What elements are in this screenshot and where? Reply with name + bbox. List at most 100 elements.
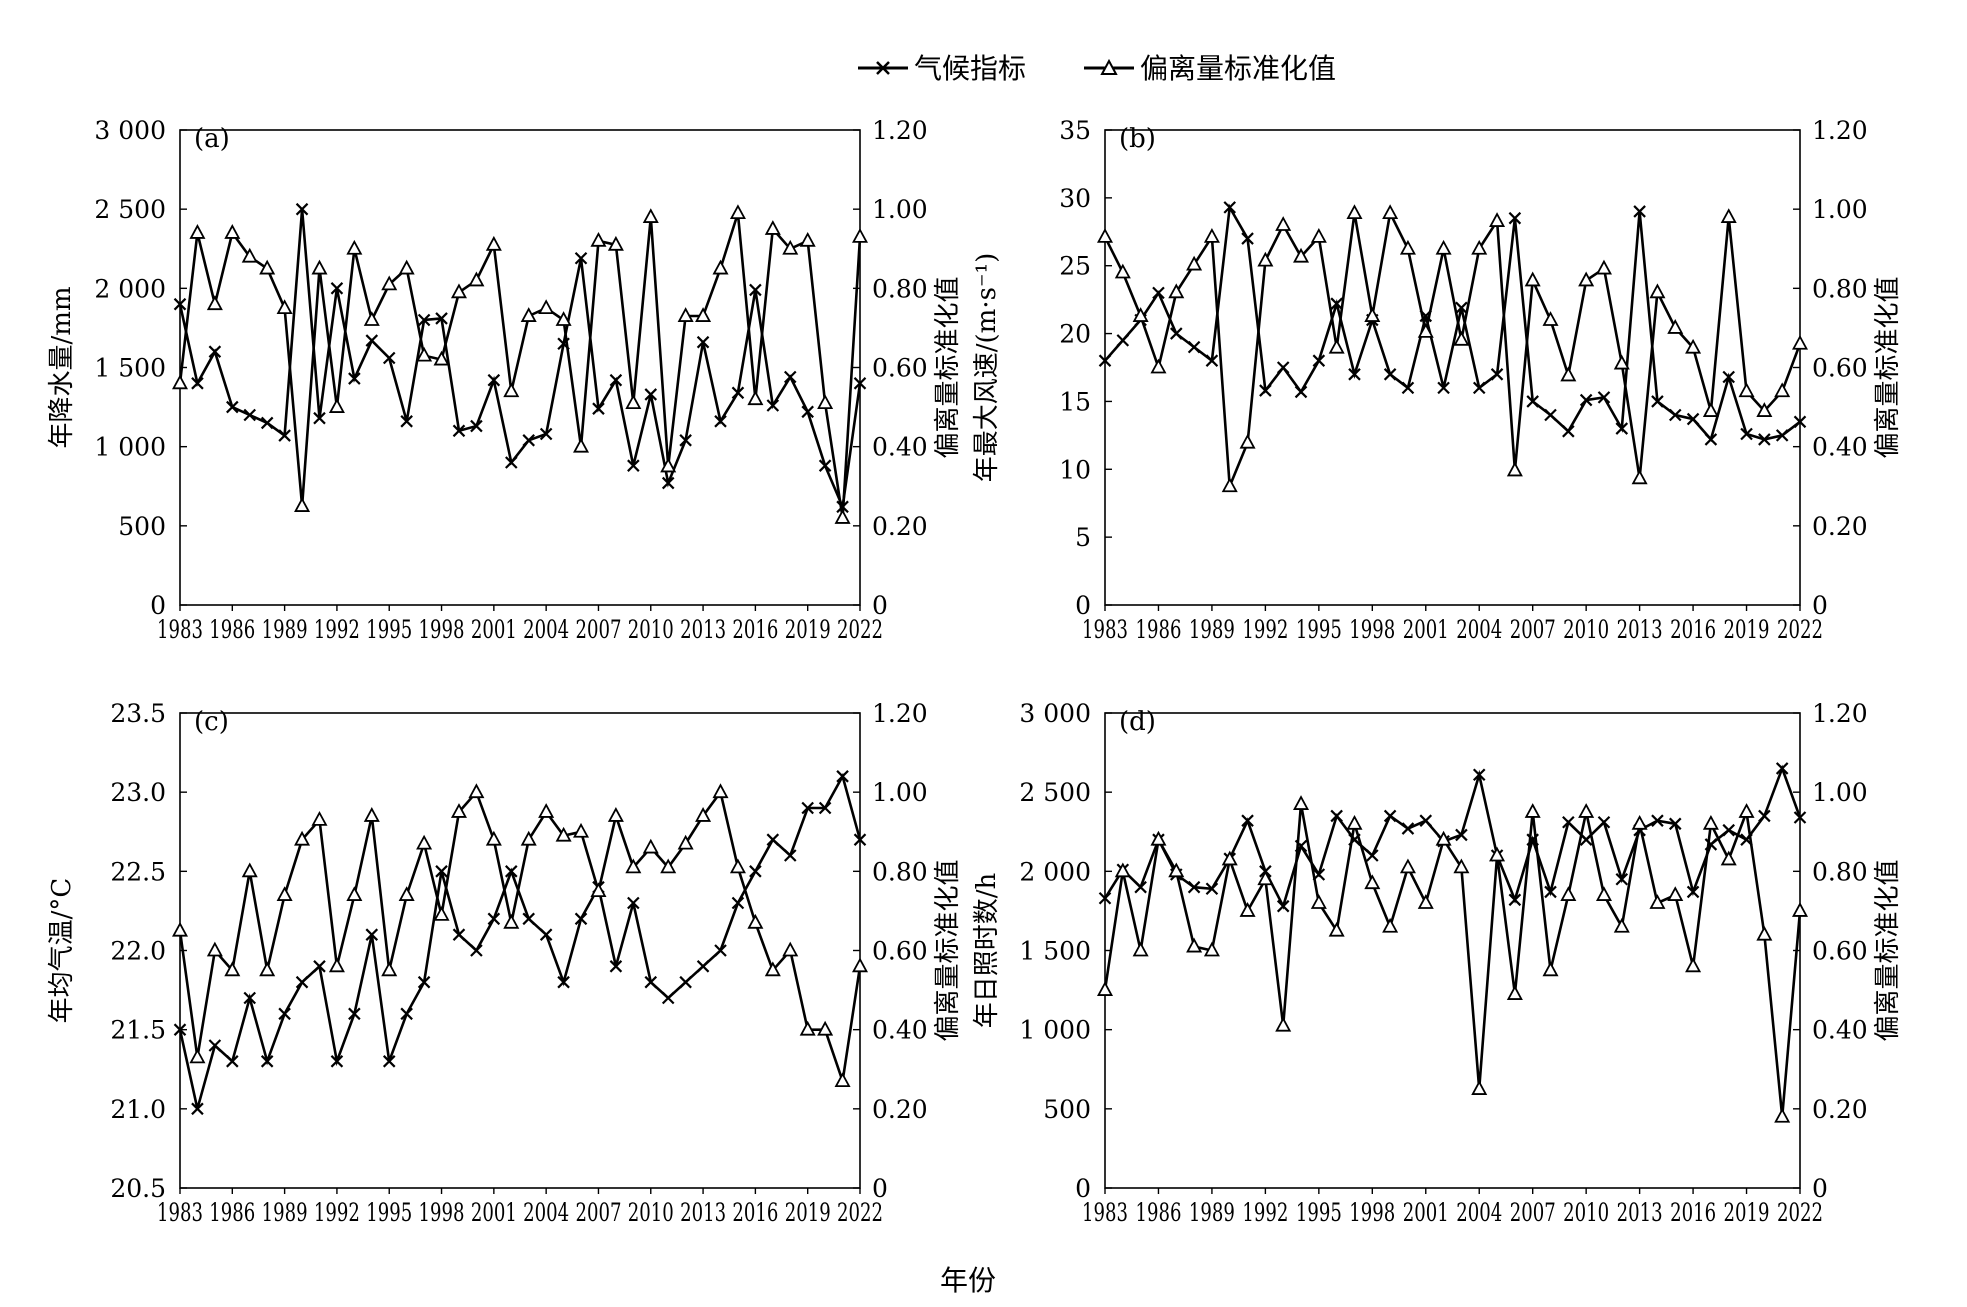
- data-point-x-marker: [574, 912, 588, 926]
- data-point-triangle-marker: [433, 905, 450, 921]
- x-tick-label: 1983: [1082, 615, 1128, 644]
- x-tick-label: 2007: [1510, 1198, 1556, 1227]
- data-point-x-marker: [574, 251, 588, 265]
- data-point-triangle-marker: [851, 227, 869, 243]
- data-point-x-marker: [208, 1039, 222, 1052]
- x-tick-label: 2004: [523, 1198, 569, 1227]
- x-axis-title: 年份: [940, 1264, 996, 1297]
- data-point-triangle-marker: [1649, 283, 1666, 299]
- data-point-triangle-marker: [1186, 255, 1203, 271]
- data-point-triangle-marker: [1114, 862, 1131, 878]
- data-point-x-marker: [766, 399, 780, 412]
- data-point-triangle-marker: [1257, 870, 1274, 886]
- data-point-x-marker: [470, 419, 483, 433]
- data-point-triangle-marker: [1114, 263, 1131, 279]
- data-point-triangle-marker: [764, 220, 781, 235]
- data-point-x-marker: [1366, 849, 1379, 862]
- data-point-x-marker: [853, 377, 867, 390]
- x-tick-label: 1986: [1135, 1198, 1181, 1227]
- data-point-triangle-marker: [1595, 259, 1612, 275]
- data-point-x-marker: [1241, 232, 1254, 245]
- x-tick-label: 1986: [1135, 615, 1181, 644]
- data-point-x-marker: [1651, 395, 1664, 408]
- data-point-triangle-marker: [1489, 846, 1506, 862]
- data-point-x-marker: [1722, 370, 1735, 384]
- data-point-triangle-marker: [1613, 354, 1630, 370]
- x-tick-label: 1998: [1349, 615, 1395, 644]
- data-point-triangle-marker: [1096, 981, 1114, 996]
- data-point-triangle-marker: [607, 235, 624, 251]
- data-point-triangle-marker: [607, 807, 624, 822]
- y-right-tick-label: 0.40: [872, 433, 928, 462]
- x-tick-label: 2022: [1777, 1198, 1823, 1227]
- data-point-triangle-marker: [799, 231, 816, 247]
- x-tick-label: 1995: [1296, 1198, 1342, 1227]
- data-point-x-marker: [522, 434, 535, 447]
- data-point-triangle-marker: [485, 830, 502, 846]
- data-point-x-marker: [1615, 422, 1629, 435]
- x-tick-label: 2019: [785, 1198, 831, 1227]
- data-point-x-marker: [1722, 823, 1735, 837]
- data-point-x-marker: [487, 912, 501, 926]
- data-point-triangle-marker: [1328, 921, 1345, 937]
- x-tick-label: 2016: [1670, 1198, 1716, 1227]
- data-point-triangle-marker: [241, 862, 258, 878]
- x-tick-label: 2001: [471, 1198, 517, 1227]
- data-point-triangle-marker: [625, 858, 642, 874]
- x-tick-label: 2007: [575, 615, 621, 644]
- y-right-tick-label: 0: [1812, 591, 1828, 620]
- y-left-tick-label: 15: [1059, 387, 1091, 416]
- data-point-triangle-marker: [206, 941, 223, 957]
- data-point-x-marker: [1508, 211, 1522, 225]
- data-point-triangle-marker: [1364, 307, 1381, 322]
- data-point-x-marker: [278, 429, 291, 442]
- data-point-x-marker: [1241, 814, 1254, 827]
- data-point-triangle-marker: [1471, 1080, 1488, 1095]
- x-tick-label: 1989: [262, 1198, 308, 1227]
- y-right-tick-label: 0.60: [1812, 354, 1868, 383]
- data-point-triangle-marker: [1417, 894, 1434, 909]
- data-point-x-marker: [1455, 301, 1468, 315]
- x-tick-label: 1995: [1296, 615, 1342, 644]
- data-point-triangle-marker: [346, 886, 363, 901]
- data-point-triangle-marker: [294, 497, 311, 512]
- y-right-tick-label: 0.20: [872, 1095, 928, 1124]
- y-right-tick-label: 0.60: [872, 354, 928, 383]
- y-left-tick-label: 0: [1075, 591, 1091, 620]
- legend-label-deviation: 偏离量标准化值: [1140, 52, 1336, 85]
- data-point-triangle-marker: [834, 1072, 851, 1088]
- data-point-triangle-marker: [1649, 894, 1666, 909]
- data-point-triangle-marker: [485, 235, 502, 251]
- data-point-x-marker: [1116, 334, 1130, 347]
- x-tick-label: 1992: [314, 1198, 360, 1227]
- data-point-x-marker: [592, 402, 605, 415]
- data-point-x-marker: [836, 770, 849, 783]
- data-point-x-marker: [1562, 815, 1575, 829]
- data-point-triangle-marker: [1310, 227, 1327, 243]
- data-point-triangle-marker: [189, 1048, 206, 1064]
- series-line-deviation: [1103, 208, 1802, 487]
- data-point-x-marker: [749, 283, 762, 297]
- data-point-triangle-marker: [1702, 402, 1719, 417]
- y-right-tick-label: 0.40: [1812, 1016, 1868, 1045]
- data-point-triangle-marker: [695, 807, 712, 822]
- data-point-triangle-marker: [1239, 902, 1256, 917]
- x-tick-label: 1983: [1082, 1198, 1128, 1227]
- x-tick-label: 2007: [575, 1198, 621, 1227]
- y-right-tick-label: 1.20: [1812, 699, 1868, 728]
- data-point-triangle-marker: [1791, 334, 1809, 350]
- y-left-tick-label: 25: [1059, 252, 1091, 281]
- data-point-x-marker: [1098, 891, 1112, 905]
- data-point-x-marker: [191, 1102, 204, 1116]
- x-tick-label: 2001: [1403, 615, 1449, 644]
- data-point-triangle-marker: [590, 231, 607, 247]
- data-point-x-marker: [1330, 297, 1343, 310]
- data-point-triangle-marker: [1399, 858, 1416, 874]
- data-point-triangle-marker: [450, 283, 467, 299]
- x-tick-label: 1995: [366, 1198, 412, 1227]
- data-point-x-marker: [435, 865, 448, 878]
- x-tick-label: 2004: [523, 615, 569, 644]
- data-point-x-marker: [696, 960, 710, 973]
- y-left-axis-label: 年日照时数/h: [972, 872, 1002, 1028]
- data-point-triangle-marker: [1578, 271, 1595, 287]
